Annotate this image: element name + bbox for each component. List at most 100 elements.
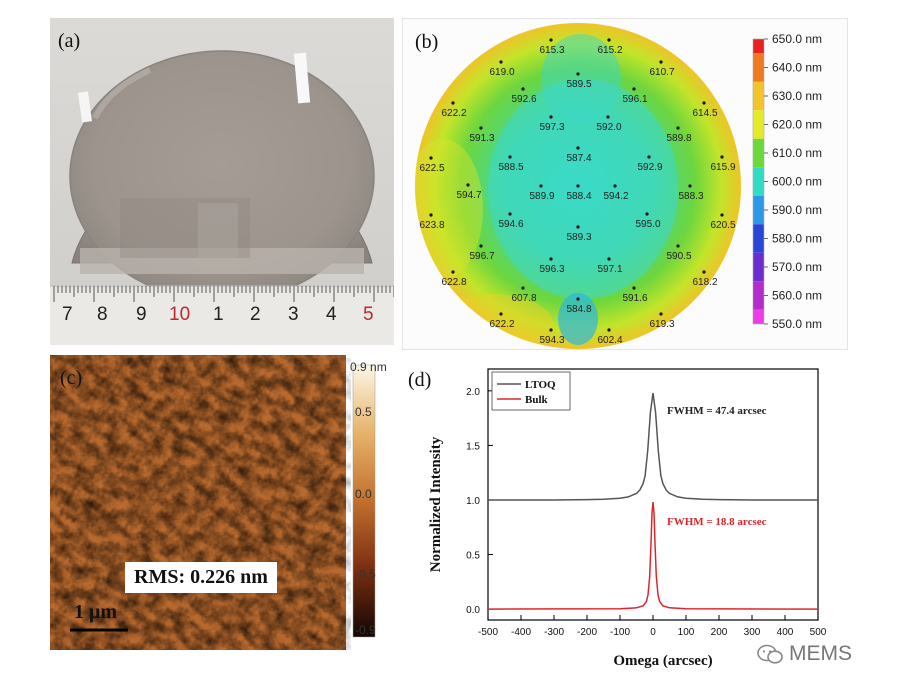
map-point-label: 592.0 xyxy=(596,122,621,133)
map-point-dot xyxy=(451,270,455,274)
map-point-dot xyxy=(539,184,543,188)
x-tick-label: -200 xyxy=(577,627,597,638)
map-point-dot xyxy=(702,101,706,105)
ruler-ticks xyxy=(53,286,394,302)
map-point-label: 589.9 xyxy=(529,191,554,202)
map-point-label: 610.7 xyxy=(649,67,674,78)
afm-colorbar-tick: -0.5 xyxy=(355,567,376,581)
colorbar-swatch xyxy=(753,138,764,153)
colorbar-swatch xyxy=(753,39,764,54)
fwhm-ltoq-annotation: FWHM = 47.4 arcsec xyxy=(667,405,767,417)
colorbar-swatch xyxy=(753,81,764,96)
colorbar-label: 630.0 nm xyxy=(772,89,822,103)
colorbar-label: 620.0 nm xyxy=(772,118,822,132)
y-axis-label: Normalized Intensity xyxy=(428,436,444,572)
colorbar-swatch xyxy=(753,153,764,168)
afm-colorbar-tick: 0.9 nm xyxy=(350,360,387,374)
map-point-dot xyxy=(479,126,483,130)
map-point-label: 607.8 xyxy=(511,293,536,304)
colorbar-swatch xyxy=(753,124,764,139)
map-point-dot xyxy=(429,213,433,217)
x-tick-label: 200 xyxy=(711,627,728,638)
map-point-label: 594.6 xyxy=(498,219,523,230)
map-point-label: 590.5 xyxy=(666,251,691,262)
colorbar-swatch xyxy=(753,252,764,267)
ruler-number: 3 xyxy=(288,304,299,325)
panel-b: 615.3 615.2 619.0 610.7 589.5 592.6 596.1 622.2… xyxy=(402,18,848,350)
x-tick-label: 500 xyxy=(810,627,827,638)
colorbar-swatch xyxy=(753,210,764,225)
map-point-dot xyxy=(549,38,553,42)
map-point-dot xyxy=(676,244,680,248)
map-point-dot xyxy=(607,257,611,261)
map-point-label: 592.6 xyxy=(511,94,536,105)
map-point-label: 602.4 xyxy=(597,335,622,346)
colorbar-swatch xyxy=(753,281,764,296)
map-point-dot xyxy=(576,146,580,150)
thickness-map: 615.3 615.2 619.0 610.7 589.5 592.6 596.1 622.2… xyxy=(415,23,822,349)
map-point-label: 618.2 xyxy=(692,277,717,288)
map-point-dot xyxy=(659,60,663,64)
map-point-dot xyxy=(576,297,580,301)
y-tick-label: 1.0 xyxy=(466,496,480,507)
colorbar-swatch xyxy=(753,67,764,82)
map-point-label: 587.4 xyxy=(566,153,591,164)
map-point-label: 622.2 xyxy=(489,319,514,330)
x-tick-label: -400 xyxy=(511,627,531,638)
scalebar-label: 1 μm xyxy=(74,601,117,623)
map-point-dot xyxy=(659,312,663,316)
y-tick-label: 0.0 xyxy=(466,605,480,616)
ruler-number: 1 xyxy=(213,304,224,325)
x-tick-label: -500 xyxy=(478,627,498,638)
map-point-dot xyxy=(676,126,680,130)
map-point-dot xyxy=(720,213,724,217)
map-point-label: 622.2 xyxy=(441,108,466,119)
legend-box xyxy=(491,371,571,411)
ruler-number: 10 xyxy=(169,304,191,325)
map-point-dot xyxy=(607,38,611,42)
colorbar-swatch xyxy=(753,53,764,68)
colorbar-swatch xyxy=(753,224,764,239)
colorbar-swatch xyxy=(753,181,764,196)
colorbar-label: 550.0 nm xyxy=(772,317,822,331)
map-point-label: 597.1 xyxy=(597,264,622,275)
colorbar-swatch xyxy=(753,309,764,324)
colorbar-label: 570.0 nm xyxy=(772,260,822,274)
colorbar-label: 610.0 nm xyxy=(772,146,822,160)
colorbar-label: 560.0 nm xyxy=(772,289,822,303)
colorbar-swatch xyxy=(753,110,764,125)
map-point-label: 615.3 xyxy=(539,45,564,56)
map-point-dot xyxy=(549,115,553,119)
y-tick-label: 2.0 xyxy=(466,387,480,398)
panel-d: -500 -400 -300 -200 -100 0 100 200 300 400 500 0.0 0… xyxy=(404,355,844,690)
colorbar-swatch xyxy=(753,238,764,253)
map-point-label: 596.3 xyxy=(539,264,564,275)
map-point-label: 588.3 xyxy=(678,191,703,202)
colorbar-swatch xyxy=(753,167,764,182)
map-point-dot xyxy=(613,184,617,188)
map-point-dot xyxy=(576,225,580,229)
y-tick-label: 0.5 xyxy=(466,551,480,562)
colorbar-swatch xyxy=(753,295,764,310)
colorbar-label: 640.0 nm xyxy=(772,61,822,75)
ruler-number: 4 xyxy=(326,304,337,325)
map-point-dot xyxy=(632,87,636,91)
watermark: MEMS xyxy=(756,642,852,666)
x-tick-label: 100 xyxy=(678,627,695,638)
map-point-dot xyxy=(632,286,636,290)
series-line-bulk xyxy=(487,502,819,610)
map-point-dot xyxy=(688,184,692,188)
map-point-label: 614.5 xyxy=(692,108,717,119)
map-point-dot xyxy=(508,155,512,159)
wechat-icon xyxy=(757,644,783,664)
colorbar-swatch xyxy=(753,195,764,210)
x-tick-label: -100 xyxy=(610,627,630,638)
panel-a: (a) 7 8 9 10 1 2 3 4 5 xyxy=(50,18,394,345)
map-point-label: 620.5 xyxy=(710,220,735,231)
map-point-dot xyxy=(429,156,433,160)
map-point-dot xyxy=(702,270,706,274)
x-axis-label: Omega (arcsec) xyxy=(613,653,712,669)
map-point-label: 589.8 xyxy=(666,133,691,144)
map-point-dot xyxy=(479,244,483,248)
chart-legend: LTOQ Bulk xyxy=(491,371,571,411)
